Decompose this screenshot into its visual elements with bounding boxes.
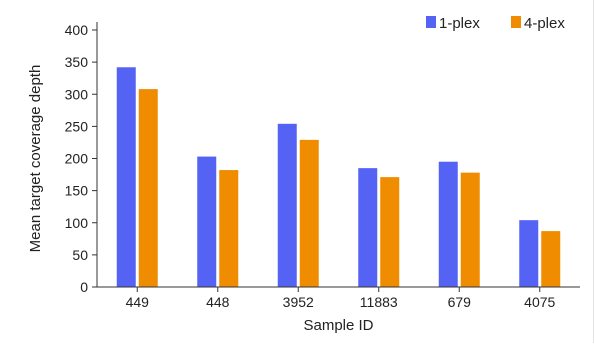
bar-4-plex-4075 — [541, 231, 561, 287]
x-axis-ticks: 449 448 3952 11883 679 4075 — [126, 287, 556, 310]
legend-swatch-4-plex — [511, 16, 521, 28]
bar-4-plex-11883 — [380, 177, 400, 287]
y-tick-label: 400 — [65, 22, 89, 38]
x-tick-label: 3952 — [283, 294, 314, 310]
bar-1-plex-4075 — [519, 220, 539, 287]
bar-1-plex-449 — [116, 67, 136, 287]
legend: 1-plex 4-plex — [426, 15, 565, 32]
y-tick-label: 100 — [65, 215, 89, 231]
bars — [116, 67, 561, 288]
y-tick-label: 150 — [65, 183, 89, 199]
bar-4-plex-448 — [219, 170, 239, 287]
bar-4-plex-449 — [138, 89, 158, 287]
legend-label-1-plex: 1-plex — [439, 15, 480, 32]
x-tick-label: 11883 — [360, 294, 398, 310]
y-tick-label: 50 — [72, 247, 88, 263]
y-axis-ticks: 0 50 100 150 200 250 300 350 400 — [65, 22, 97, 295]
y-tick-label: 0 — [80, 279, 88, 295]
x-tick-label: 449 — [126, 294, 150, 310]
bar-1-plex-679 — [438, 161, 458, 287]
x-tick-label: 4075 — [524, 294, 555, 310]
bar-1-plex-3952 — [277, 123, 297, 288]
y-tick-label: 250 — [65, 118, 89, 134]
bar-4-plex-679 — [460, 172, 480, 287]
legend-swatch-1-plex — [426, 16, 436, 28]
x-tick-label: 448 — [206, 294, 230, 310]
legend-label-4-plex: 4-plex — [524, 15, 565, 32]
x-tick-label: 679 — [448, 294, 472, 310]
bar-1-plex-11883 — [358, 168, 378, 287]
y-tick-label: 200 — [65, 151, 89, 167]
bar-4-plex-3952 — [299, 139, 319, 287]
x-axis-title: Sample ID — [303, 317, 373, 334]
y-axis-title: Mean target coverage depth — [27, 65, 44, 253]
y-tick-label: 350 — [65, 54, 89, 70]
bar-1-plex-448 — [197, 156, 217, 287]
y-tick-label: 300 — [65, 86, 89, 102]
